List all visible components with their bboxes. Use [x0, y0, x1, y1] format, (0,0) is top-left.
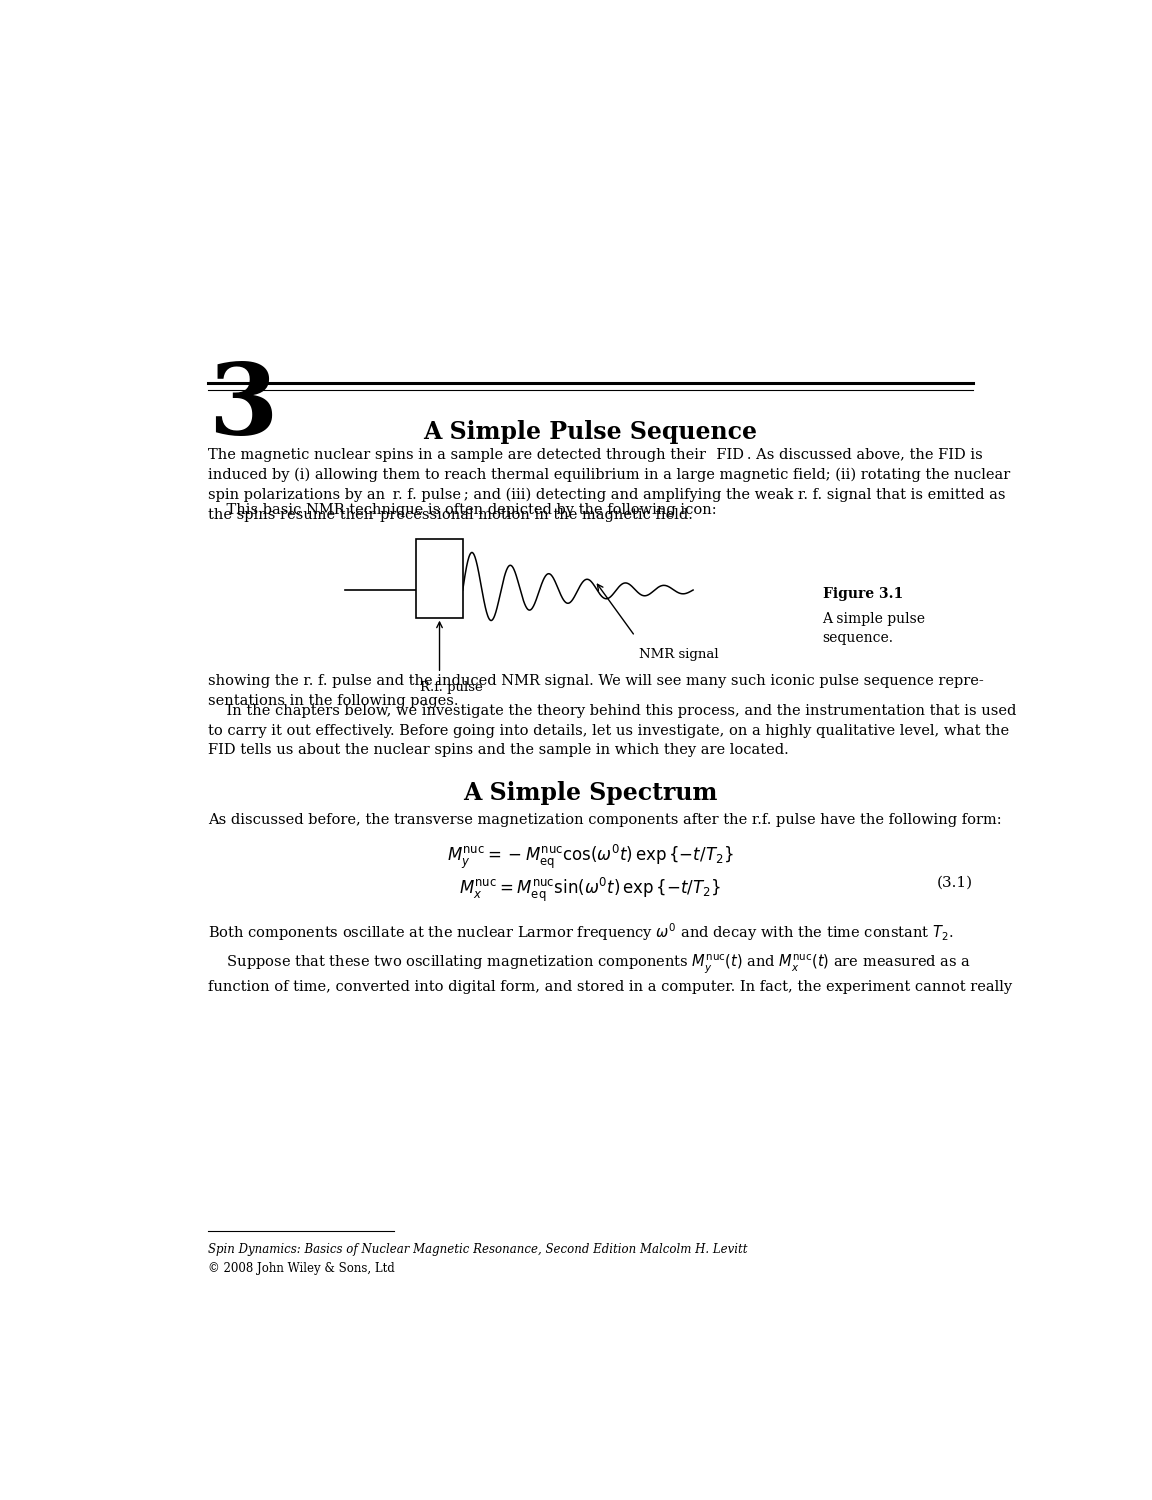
Text: A simple pulse
sequence.: A simple pulse sequence.	[823, 612, 925, 645]
Text: This basic NMR technique is often depicted by the following icon:: This basic NMR technique is often depict…	[209, 504, 717, 518]
Text: $M_y^{\rm nuc} = -M_{\rm eq}^{\rm nuc}\cos(\omega^0 t)\,\exp\{-t/T_2\}$: $M_y^{\rm nuc} = -M_{\rm eq}^{\rm nuc}\c…	[447, 843, 734, 872]
Text: R.f. pulse: R.f. pulse	[419, 681, 483, 694]
Text: A Simple Pulse Sequence: A Simple Pulse Sequence	[424, 420, 757, 444]
Text: Figure 3.1: Figure 3.1	[823, 586, 903, 600]
Text: $M_x^{\rm nuc} = M_{\rm eq}^{\rm nuc}\sin(\omega^0 t)\,\exp\{-t/T_2\}$: $M_x^{\rm nuc} = M_{\rm eq}^{\rm nuc}\si…	[460, 876, 721, 903]
Text: showing the r. f. pulse and the induced NMR signal. We will see many such iconic: showing the r. f. pulse and the induced …	[209, 675, 984, 708]
Text: (3.1): (3.1)	[937, 876, 972, 890]
Text: Suppose that these two oscillating magnetization components $M_y^{\rm nuc}(t)$ a: Suppose that these two oscillating magne…	[209, 951, 1013, 994]
Text: As discussed before, the transverse magnetization components after the r.f. puls: As discussed before, the transverse magn…	[209, 813, 1002, 826]
Text: In the chapters below, we investigate the theory behind this process, and the in: In the chapters below, we investigate th…	[209, 705, 1017, 758]
Bar	[416, 538, 463, 618]
Text: Spin Dynamics: Basics of Nuclear Magnetic Resonance, Second Edition Malcolm H. L: Spin Dynamics: Basics of Nuclear Magneti…	[209, 1242, 748, 1256]
Text: Both components oscillate at the nuclear Larmor frequency $\omega^0$ and decay w: Both components oscillate at the nuclear…	[209, 921, 954, 944]
Text: © 2008 John Wiley & Sons, Ltd: © 2008 John Wiley & Sons, Ltd	[209, 1262, 395, 1275]
Text: The magnetic nuclear spins in a sample are detected through their   FID . As dis: The magnetic nuclear spins in a sample a…	[209, 448, 1010, 522]
Text: 3: 3	[209, 358, 278, 456]
Text: A Simple Spectrum: A Simple Spectrum	[463, 780, 718, 804]
Text: NMR signal: NMR signal	[638, 648, 718, 662]
